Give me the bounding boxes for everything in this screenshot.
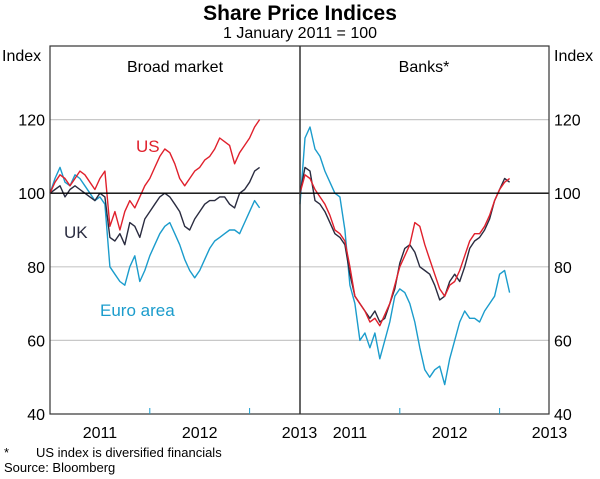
series-line-broad-us [49,119,261,231]
chart-title: Share Price Indices [203,2,397,25]
x-tick-label-2011: 2011 [333,425,368,442]
y-tick-label-left-60: 60 [27,333,45,350]
y-tick-label-left-100: 100 [18,186,45,203]
y-tick-label-right-60: 60 [554,333,572,350]
y-axis-label-left: Index [2,48,41,65]
y-tick-label-right-40: 40 [554,407,572,424]
y-tick-label-left-80: 80 [27,260,45,277]
panel-title-banks: Banks* [399,59,450,76]
series-line-banks-us [299,174,511,327]
y-tick-label-right-80: 80 [554,260,572,277]
y-tick-label-right-120: 120 [554,113,581,130]
source-note: Source: Bloomberg [4,460,115,475]
y-tick-label-left-40: 40 [27,407,45,424]
chart-subtitle: 1 January 2011 = 100 [223,25,377,42]
footnote-marker: * [4,445,9,460]
footnote: US index is diversified financials [36,445,222,460]
x-tick-label-2013: 2013 [282,425,318,442]
series-label-uk: UK [64,223,88,242]
series-label-us: US [136,137,160,156]
y-tick-label-right-100: 100 [554,186,581,203]
y-axis-label-right: Index [554,48,593,65]
x-tick-label-2012: 2012 [432,425,468,442]
y-tick-label-left-120: 120 [18,113,45,130]
series-line-banks-uk [299,166,511,323]
x-tick-label-2012: 2012 [182,425,218,442]
series-line-broad-euro-area [49,166,261,286]
x-tick-label-2013: 2013 [532,425,568,442]
panel-title-broad-market: Broad market [127,59,224,76]
x-tick-label-2011: 2011 [83,425,118,442]
series-label-euro-area: Euro area [100,301,175,320]
